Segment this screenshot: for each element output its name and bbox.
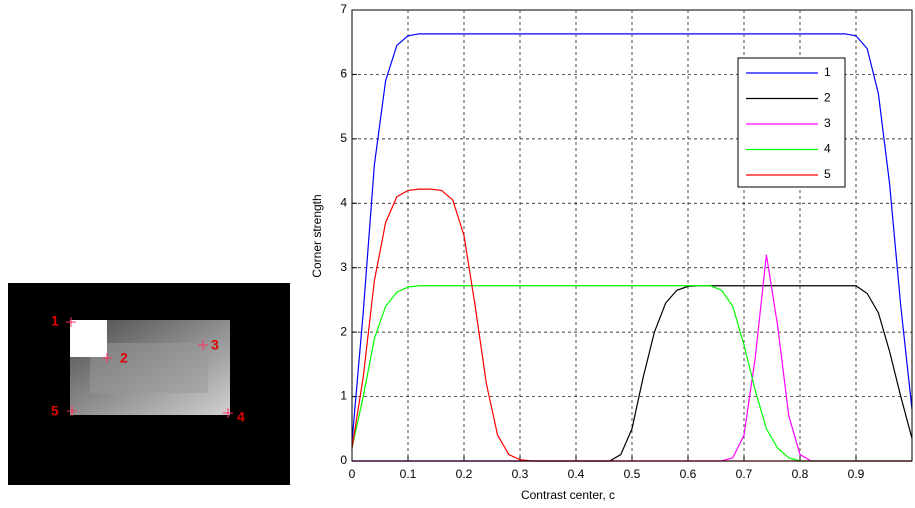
crosshairs — [66, 317, 233, 418]
y-tick-label: 0 — [340, 453, 347, 467]
y-tick-label: 5 — [340, 131, 347, 145]
series-line — [351, 33, 913, 442]
x-tick-label: 0.7 — [736, 467, 753, 481]
x-tick-label: 0.1 — [400, 467, 417, 481]
y-tick-label: 7 — [340, 2, 347, 16]
x-tick-label: 0.6 — [680, 467, 697, 481]
legend: 1 2 3 4 5 — [737, 57, 846, 188]
y-tick-label: 4 — [340, 195, 347, 209]
corner-label: 5 — [51, 403, 59, 419]
y-tick-label: 2 — [340, 324, 347, 338]
y-tick-label: 6 — [340, 67, 347, 81]
x-tick-label: 0 — [349, 467, 356, 481]
y-tick-label: 3 — [340, 260, 347, 274]
corner-label: 4 — [237, 409, 245, 425]
corner-label: 2 — [120, 350, 128, 366]
x-tick-label: 0.3 — [512, 467, 529, 481]
corner-label: 1 — [51, 313, 59, 329]
x-tick-label: 0.2 — [456, 467, 473, 481]
x-tick-label: 0.9 — [848, 467, 865, 481]
plot-frame — [351, 9, 913, 462]
legend-label: 5 — [824, 167, 831, 181]
y-axis-label: Corner strength — [310, 194, 324, 277]
legend-label: 2 — [824, 91, 831, 105]
corner-label: 3 — [211, 337, 219, 353]
x-tick-label: 0.4 — [568, 467, 585, 481]
x-tick-label: 0.5 — [624, 467, 641, 481]
legend-label: 3 — [824, 116, 831, 130]
legend-box — [737, 57, 846, 188]
legend-label: 4 — [824, 142, 831, 156]
legend-label: 1 — [824, 65, 831, 79]
x-tick-label: 0.8 — [792, 467, 809, 481]
y-tick-label: 1 — [340, 389, 347, 403]
white-square — [70, 320, 107, 357]
x-axis-label: Contrast center, c — [521, 488, 615, 502]
inner-block — [90, 343, 208, 393]
corner-image: 1 2 3 4 5 — [8, 283, 290, 485]
